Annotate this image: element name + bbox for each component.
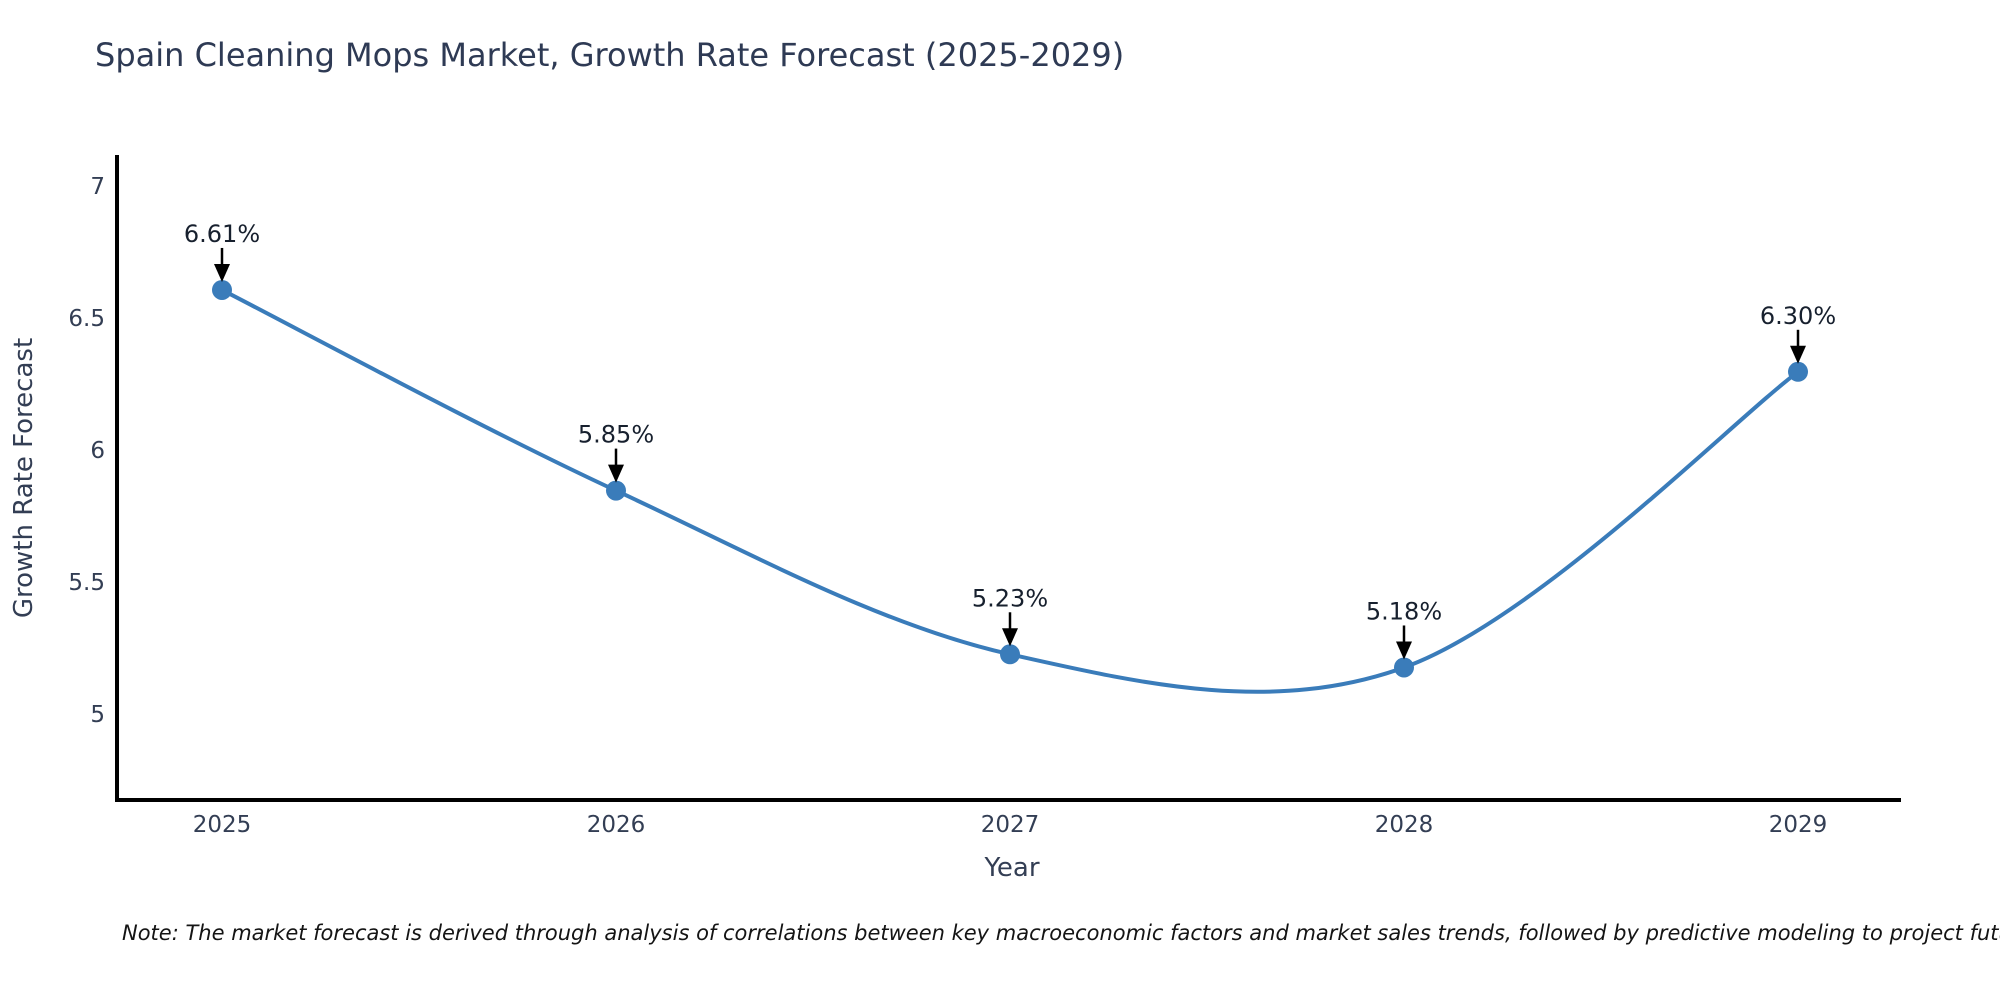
annotation-arrow-head <box>608 464 624 483</box>
data-point-2027 <box>1000 644 1020 665</box>
annotation-arrow-head <box>214 263 230 282</box>
annotation-arrow-head <box>1002 628 1018 647</box>
data-point-label: 6.30% <box>1760 302 1836 330</box>
data-point-2028 <box>1394 657 1414 678</box>
y-tick-label: 6.5 <box>68 306 105 332</box>
x-tick-label: 2027 <box>981 812 1040 838</box>
x-tick-label: 2029 <box>1769 812 1828 838</box>
y-tick-label: 5 <box>90 702 105 728</box>
data-point-label: 5.23% <box>972 584 1048 612</box>
chart-footnote: Note: The market forecast is derived thr… <box>122 921 2000 945</box>
x-tick-label: 2025 <box>193 812 252 838</box>
x-tick-label: 2028 <box>1375 812 1434 838</box>
y-tick-label: 7 <box>90 174 105 200</box>
annotation-arrow-head <box>1396 641 1412 660</box>
data-point-label: 5.18% <box>1366 597 1442 625</box>
data-point-2026 <box>606 480 626 501</box>
chart-title: Spain Cleaning Mops Market, Growth Rate … <box>95 36 1125 74</box>
annotation-arrow-head <box>1790 345 1806 364</box>
data-point-2025 <box>212 279 232 300</box>
data-point-label: 5.85% <box>578 421 654 449</box>
x-tick-label: 2026 <box>587 812 646 838</box>
data-point-2029 <box>1788 361 1808 382</box>
y-tick-label: 6 <box>90 438 105 464</box>
y-tick-label: 5.5 <box>68 570 105 596</box>
data-point-label: 6.61% <box>184 220 260 248</box>
x-axis-label: Year <box>984 853 1040 883</box>
